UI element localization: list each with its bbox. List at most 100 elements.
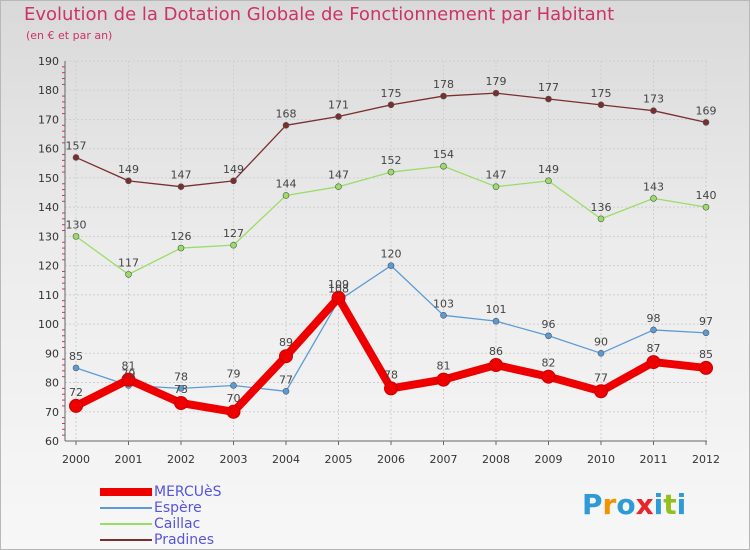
data-label: 147 [486,169,507,182]
data-label: 89 [279,336,293,349]
logo-letter: x [635,488,654,521]
data-point [226,404,241,419]
data-label: 127 [223,227,244,240]
legend-swatch-caillac [100,523,152,525]
data-point [646,355,661,370]
data-label: 126 [171,230,192,243]
data-label: 90 [594,335,608,348]
y-tick-label: 70 [45,406,59,419]
data-point [492,317,500,325]
data-point [699,360,713,375]
data-point [545,332,552,340]
data-point [702,203,710,211]
data-point [335,183,342,190]
y-tick-label: 120 [38,260,59,273]
x-tick-label: 2008 [482,453,510,466]
x-tick-label: 2010 [587,453,615,466]
data-label: 179 [486,75,507,88]
chart-title: Evolution de la Dotation Globale de Fonc… [24,4,615,25]
data-label: 175 [381,87,402,100]
y-tick-label: 180 [38,84,59,97]
legend-item-espere: Espère [100,500,221,516]
data-label: 85 [69,350,83,363]
legend-item-mercues: MERCUèS [100,484,221,500]
data-point [279,349,293,364]
x-tick-label: 2005 [325,453,353,466]
logo-letter: o [616,488,636,521]
data-label: 149 [118,163,139,176]
data-point [174,396,188,410]
data-label: 72 [69,386,83,399]
logo-letter: i [653,488,664,521]
data-label: 73 [174,383,188,396]
data-point [545,177,552,185]
data-point [597,101,605,109]
data-label: 109 [328,278,349,291]
legend-label-caillac: Caillac [154,516,201,532]
data-label: 78 [384,368,398,381]
y-tick-label: 150 [38,172,59,185]
legend-swatch-espere [100,507,152,509]
data-point [489,358,503,372]
legend: MERCUèS Espère Caillac Pradines [100,484,221,548]
data-label: 103 [433,297,454,310]
y-tick-label: 140 [38,201,59,214]
y-tick-label: 160 [38,143,59,156]
data-point [440,92,447,100]
y-tick-label: 100 [38,318,59,331]
y-tick-label: 130 [38,230,59,243]
data-point [492,183,500,190]
data-label: 82 [542,357,556,370]
data-label: 136 [591,201,612,214]
legend-label-mercues: MERCUèS [154,484,222,500]
data-label: 157 [66,139,87,152]
data-label: 154 [433,148,454,161]
data-label: 98 [647,312,661,325]
data-point [594,384,608,399]
data-point [440,162,447,170]
data-label: 101 [486,303,507,316]
data-label: 147 [328,169,349,182]
data-label: 79 [122,367,136,380]
data-point [125,177,132,185]
x-tick-label: 2003 [220,453,248,466]
data-point [541,369,556,384]
legend-swatch-mercues [100,488,152,496]
data-point [597,350,605,357]
x-tick-label: 2004 [272,453,300,466]
data-point [650,326,657,334]
data-point [436,372,451,387]
data-point [702,329,710,337]
data-label: 86 [489,345,503,358]
data-label: 87 [647,342,661,355]
data-point [387,168,395,176]
x-tick-label: 2012 [692,453,720,466]
y-tick-label: 110 [38,289,59,302]
data-label: 85 [699,348,713,361]
data-point [72,233,80,240]
data-point [230,382,237,389]
data-point [282,388,290,395]
data-point [230,241,237,249]
logo-letter: i [676,488,687,521]
logo-letter: t [663,488,677,521]
data-point [597,215,605,223]
data-label: 177 [538,81,559,94]
y-tick-label: 190 [38,55,59,68]
data-label: 140 [696,189,717,202]
data-point [440,312,447,319]
data-label: 171 [328,99,349,112]
x-tick-label: 2001 [115,453,143,466]
legend-item-caillac: Caillac [100,516,221,532]
x-tick-label: 2002 [167,453,195,466]
data-label: 169 [696,104,717,117]
x-tick-label: 2007 [430,453,458,466]
data-label: 173 [643,93,664,106]
data-label: 81 [437,360,451,373]
data-point [121,372,136,387]
data-label: 168 [276,107,297,120]
data-point [335,113,342,120]
data-label: 149 [223,163,244,176]
x-tick-label: 2000 [62,453,90,466]
